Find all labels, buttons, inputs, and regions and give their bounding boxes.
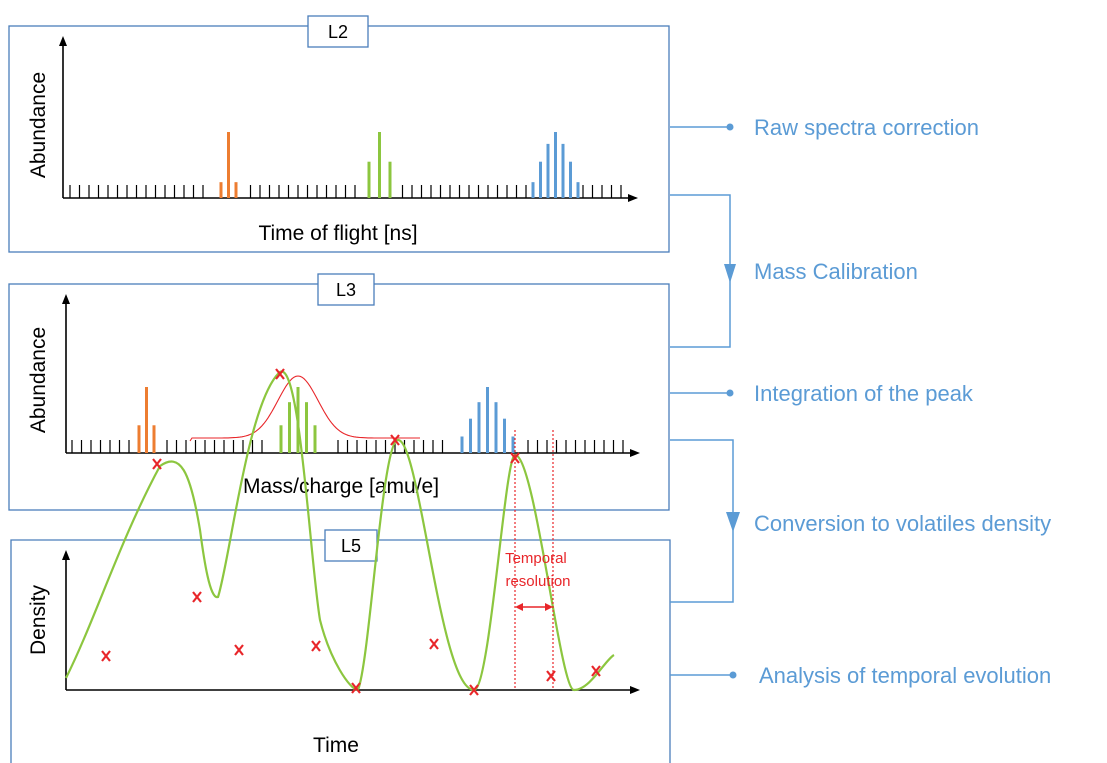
sample-x-marker [390, 434, 400, 446]
sample-x-marker [234, 644, 244, 656]
green-peak-bar [367, 161, 371, 198]
sample-x-marker [101, 650, 111, 662]
x-axis-arrowhead [630, 449, 640, 457]
panel-frame [8, 25, 670, 253]
orange-peak-bar [145, 387, 148, 453]
green-peak-bar [378, 132, 381, 198]
orange-peak-bar [152, 425, 156, 453]
blue-peak-bar [477, 402, 481, 453]
annotation-line: Temporal [505, 550, 567, 567]
green-peak-bar [279, 425, 283, 453]
sample-x-marker [192, 591, 202, 603]
sample-x-marker [429, 638, 439, 650]
sample-x-marker [351, 682, 361, 694]
panel-tag: L5 [341, 536, 361, 556]
blue-peak-bar [460, 436, 464, 453]
panel-l2: L2 Abundance Time of flight [ns] [8, 15, 670, 253]
blue-peak-bar [469, 418, 472, 453]
resolution-arrowhead-right [545, 603, 553, 611]
x-axis-ticks [71, 440, 624, 453]
step-arrow [724, 264, 736, 283]
sample-x-marker [152, 458, 162, 470]
panel-l5: L5 Temporal resolution Density Time [10, 368, 671, 763]
step-dot [729, 671, 737, 679]
step-dot [726, 123, 734, 131]
panel-l3: L3 Abundance Mass/charge [amu/e] [8, 273, 670, 511]
sample-x-marker [311, 640, 321, 652]
blue-peak-bar [494, 402, 498, 453]
sample-x-marker [591, 665, 601, 677]
orange-peak-bar [227, 132, 230, 198]
green-peak-bar [388, 161, 392, 198]
blue-peak-bar [561, 143, 565, 198]
blue-peak-bar [576, 182, 580, 198]
connector-step-2 [670, 194, 731, 348]
y-axis-label: Abundance [27, 72, 50, 178]
x-axis-ticks [69, 185, 622, 198]
green-peak-bar [313, 425, 317, 453]
step-label-1: Raw spectra correction [754, 115, 979, 140]
blue-peak-bar [539, 161, 542, 198]
resolution-arrowhead-left [515, 603, 523, 611]
sample-x-marker [469, 684, 479, 696]
x-axis-arrowhead [628, 194, 638, 202]
process-flow: Raw spectra correction Mass Calibration … [670, 115, 1051, 688]
green-peak-bar [305, 402, 308, 453]
blue-peak-bar [503, 418, 506, 453]
sample-x-marker [546, 670, 556, 682]
step-label-5: Analysis of temporal evolution [759, 663, 1051, 688]
step-label-2: Mass Calibration [754, 259, 918, 284]
annotation-line: resolution [505, 573, 570, 590]
blue-peak-bar [511, 436, 515, 453]
blue-peak-bar [486, 387, 489, 453]
panel-tag: L2 [328, 22, 348, 42]
step-dot [726, 389, 734, 397]
x-axis-arrowhead [630, 686, 640, 694]
orange-peak-bar [137, 425, 141, 453]
y-axis-label: Abundance [27, 327, 50, 433]
x-axis-label: Time of flight [ns] [258, 222, 417, 245]
sample-x-marker [275, 368, 285, 380]
gaussian-fit-curve [189, 375, 420, 442]
blue-peak-bar [531, 182, 535, 198]
x-axis-label: Mass/charge [amu/e] [243, 475, 439, 498]
y-axis-arrowhead [59, 36, 67, 46]
blue-peak-bar [546, 143, 550, 198]
blue-peak-bar [569, 161, 572, 198]
panel-tag: L3 [336, 280, 356, 300]
panel-tag-box [317, 273, 375, 306]
panel-tag-box [324, 529, 378, 562]
peak-bars [137, 387, 515, 453]
orange-peak-bar [219, 182, 223, 198]
blue-peak-bar [554, 132, 557, 198]
panel-tag-box [307, 15, 369, 48]
sample-markers [101, 368, 601, 696]
y-axis-label: Density [27, 584, 50, 655]
y-axis-arrowhead [62, 294, 70, 304]
step-label-4: Conversion to volatiles density [754, 511, 1051, 536]
y-axis-arrowhead [62, 550, 70, 560]
peak-bars [219, 132, 580, 198]
connector-step-4 [670, 439, 734, 603]
step-label-3: Integration of the peak [754, 381, 974, 406]
x-axis-label: Time [313, 734, 359, 757]
step-arrow [726, 512, 740, 532]
orange-peak-bar [234, 182, 238, 198]
green-peak-bar [288, 402, 291, 453]
temporal-resolution-label: Temporal resolution [505, 550, 571, 590]
